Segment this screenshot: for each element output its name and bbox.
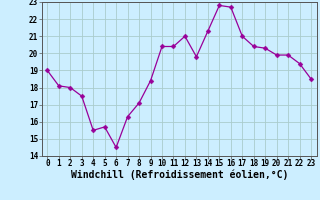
X-axis label: Windchill (Refroidissement éolien,°C): Windchill (Refroidissement éolien,°C): [70, 170, 288, 180]
